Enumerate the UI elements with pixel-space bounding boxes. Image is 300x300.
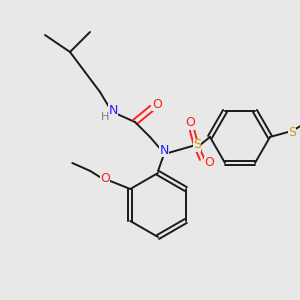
Text: O: O: [100, 172, 110, 185]
Text: N: N: [108, 103, 118, 116]
Text: N: N: [159, 143, 169, 157]
Text: S: S: [288, 125, 296, 139]
Text: H: H: [101, 112, 109, 122]
Text: S: S: [193, 139, 201, 152]
Text: O: O: [152, 98, 162, 110]
Text: O: O: [204, 157, 214, 169]
Text: O: O: [185, 116, 195, 130]
